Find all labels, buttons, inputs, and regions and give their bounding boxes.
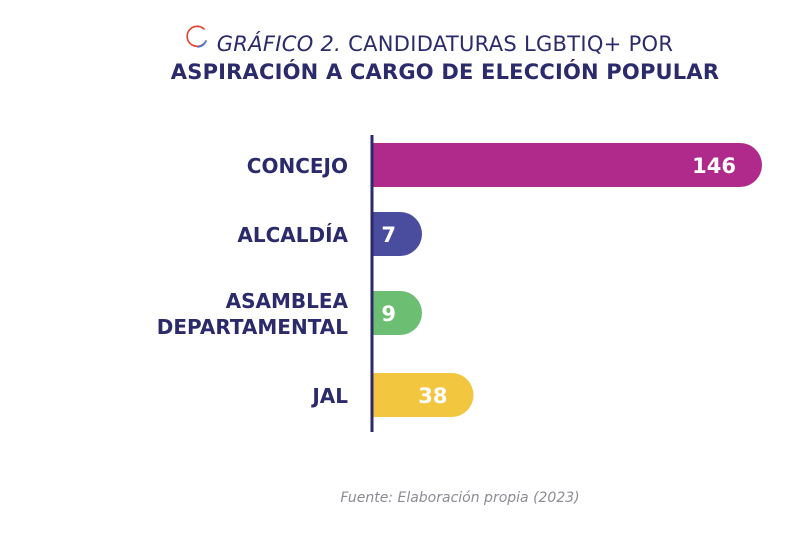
category-label: DEPARTAMENTAL xyxy=(157,315,349,339)
category-label: CONCEJO xyxy=(247,154,348,178)
source-note: Fuente: Elaboración propia (2023) xyxy=(340,490,580,506)
bar-1 xyxy=(372,212,422,256)
chart-title-rest: CANDIDATURAS LGBTIQ+ POR xyxy=(348,32,674,56)
bar-value-label: 7 xyxy=(381,223,396,247)
category-label: JAL xyxy=(310,384,348,408)
category-label: ALCALDÍA xyxy=(237,223,348,247)
bar-2 xyxy=(372,291,422,335)
chart-title-line1: GRÁFICO 2. CANDIDATURAS LGBTIQ+ POR xyxy=(0,30,800,58)
bar-value-label: 9 xyxy=(381,302,396,326)
category-label: ASAMBLEA xyxy=(226,289,349,313)
chart-title-line2: ASPIRACIÓN A CARGO DE ELECCIÓN POPULAR xyxy=(170,60,720,84)
logo-icon xyxy=(186,25,207,48)
bar-0 xyxy=(372,143,762,187)
chart-title-prefix: GRÁFICO 2. xyxy=(216,32,342,56)
chart-title: GRÁFICO 2. CANDIDATURAS LGBTIQ+ POR ASPI… xyxy=(0,30,800,86)
bar-value-label: 38 xyxy=(418,384,447,408)
bar-value-label: 146 xyxy=(692,154,736,178)
bar-3 xyxy=(372,373,474,417)
